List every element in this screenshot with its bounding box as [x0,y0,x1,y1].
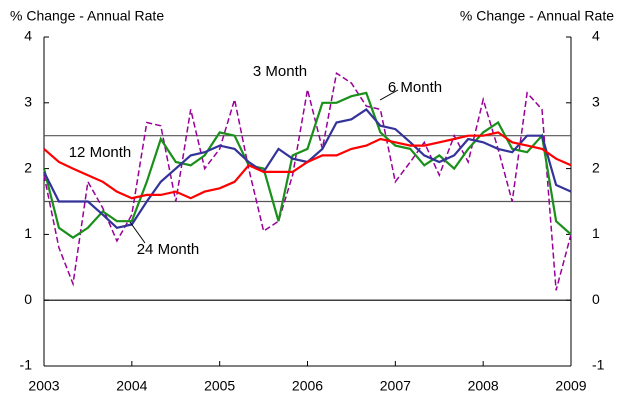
y2-tick-label: 4 [592,28,600,44]
y2-tick-label: 1 [592,225,600,241]
x-tick-label: 2008 [468,378,499,394]
x-tick-label: 2006 [292,378,323,394]
y-axis-label: % Change - Annual Rate [10,8,164,24]
series-label: 6 Month [388,79,442,96]
label-pointer [379,89,399,101]
y-tick-label: -1 [20,357,33,373]
x-tick-label: 2009 [555,378,586,394]
series-label: 3 Month [253,63,307,80]
series-line [42,91,572,240]
y2-tick-label: -1 [592,357,605,373]
series-label: 12 Month [69,144,132,161]
y2-tick-label: 3 [592,94,600,110]
x-tick-label: 2004 [116,378,147,394]
x-tick-label: 2005 [204,378,235,394]
y-tick-label: 4 [24,28,32,44]
series-line [43,71,572,291]
y-tick-label: 1 [24,225,32,241]
y-tick-label: 0 [24,291,32,307]
y2-tick-label: 2 [592,159,600,175]
x-tick-label: 2007 [380,378,411,394]
y-tick-label: 3 [24,94,32,110]
y2-axis-label: % Change - Annual Rate [460,8,614,24]
series-label: 24 Month [137,241,200,258]
x-tick-label: 2003 [28,378,59,394]
y-tick-label: 2 [24,159,32,175]
series-line [43,131,572,200]
y2-tick-label: 0 [592,291,600,307]
label-pointer [129,221,146,244]
